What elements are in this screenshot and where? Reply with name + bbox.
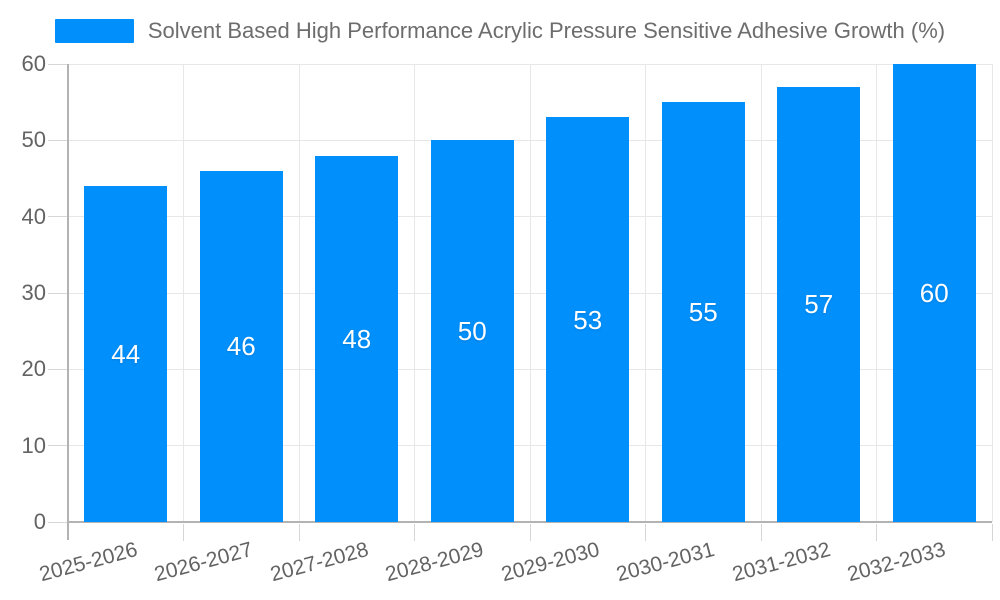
bar[interactable] <box>661 102 745 522</box>
x-axis-line <box>68 521 992 523</box>
bar[interactable] <box>777 86 861 522</box>
gridline-vertical <box>414 64 415 522</box>
x-axis-tick <box>414 524 415 541</box>
x-axis-tick <box>760 524 762 541</box>
gridline-vertical <box>760 64 762 522</box>
x-axis-tick <box>876 524 877 541</box>
gridline-vertical <box>183 64 184 522</box>
gridline-vertical <box>645 64 646 522</box>
bar-value-label: 46 <box>226 331 256 362</box>
bar[interactable] <box>892 64 976 522</box>
y-axis-tick <box>48 63 68 65</box>
bar-value-label: 48 <box>342 323 372 354</box>
y-axis-tick <box>48 521 68 523</box>
legend[interactable]: Solvent Based High Performance Acrylic P… <box>0 18 1000 44</box>
y-axis-tick <box>48 368 68 370</box>
y-axis-label: 20 <box>21 356 46 382</box>
bar-value-label: 44 <box>111 339 141 370</box>
y-axis-label: 10 <box>21 432 46 458</box>
x-axis-tick <box>298 524 300 541</box>
bar-value-label: 60 <box>919 278 949 308</box>
x-axis-tick <box>183 524 184 541</box>
y-axis-tick <box>48 216 68 218</box>
x-axis-tick <box>991 524 993 541</box>
gridline-vertical <box>529 64 531 522</box>
y-axis-label: 40 <box>21 203 46 229</box>
legend-label: Solvent Based High Performance Acrylic P… <box>147 18 946 43</box>
bar-value-label: 55 <box>688 297 718 328</box>
y-axis-tick <box>48 139 68 141</box>
y-axis-label: 30 <box>21 280 46 305</box>
y-axis-label: 50 <box>21 127 46 153</box>
y-axis-label: 0 <box>33 509 46 534</box>
gridline-vertical <box>876 64 877 522</box>
x-axis-tick <box>529 524 531 541</box>
bar-value-label: 53 <box>573 304 603 335</box>
y-axis-tick <box>48 445 68 447</box>
gridline-vertical <box>991 64 993 522</box>
bar[interactable] <box>84 186 168 522</box>
gridline-vertical <box>298 64 300 522</box>
legend-swatch <box>54 19 134 43</box>
bar-value-label: 57 <box>804 289 834 320</box>
bar-value-label: 50 <box>457 316 487 347</box>
x-axis-tick <box>645 524 646 541</box>
bar[interactable] <box>199 170 283 522</box>
bar[interactable] <box>315 155 399 522</box>
bar[interactable] <box>430 140 514 522</box>
y-axis-label: 60 <box>21 51 46 76</box>
y-axis-tick <box>48 292 68 294</box>
bar[interactable] <box>546 117 630 522</box>
y-axis-line <box>67 64 69 540</box>
